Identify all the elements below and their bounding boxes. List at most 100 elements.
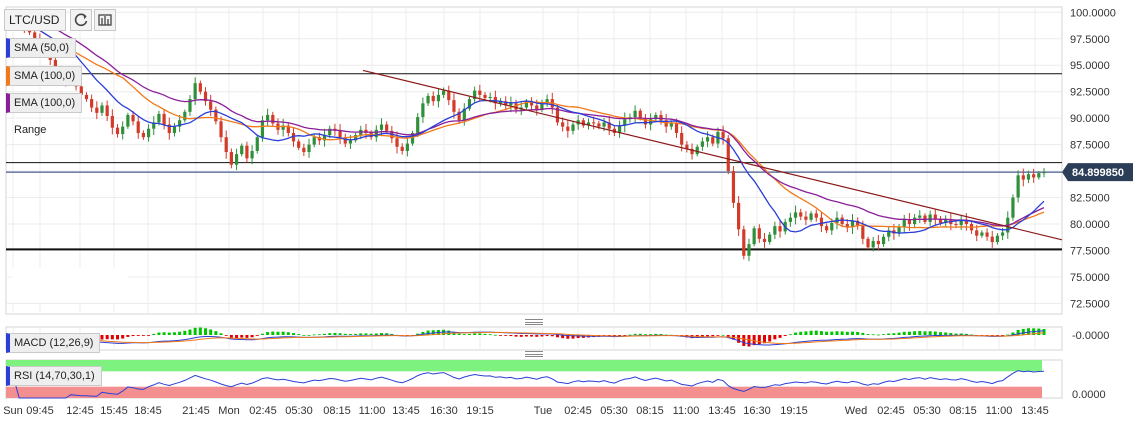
candle-body <box>871 240 875 248</box>
legend-ema100[interactable]: EMA (100,0) <box>6 93 83 113</box>
candle-body <box>685 144 689 149</box>
refresh-button[interactable] <box>70 9 92 31</box>
macd-histogram-bar <box>788 334 792 336</box>
candle-body <box>457 111 461 121</box>
candle-body <box>793 212 798 218</box>
macd-histogram-bar <box>970 334 974 336</box>
macd-histogram-bar <box>954 333 958 335</box>
macd-histogram-bar <box>136 335 140 336</box>
candle-body <box>654 114 658 120</box>
macd-histogram-bar <box>291 333 295 335</box>
macd-histogram-bar <box>219 333 223 335</box>
macd-histogram-bar <box>876 334 880 336</box>
macd-histogram-bar <box>861 332 865 335</box>
macd-histogram-bar <box>250 335 254 338</box>
candle-body <box>1032 174 1036 178</box>
candle-body <box>1026 174 1031 180</box>
macd-histogram-bar <box>794 332 798 335</box>
candle-body <box>581 120 585 126</box>
candle-body <box>240 145 244 155</box>
macd-histogram-bar <box>938 332 942 335</box>
macd-panel-resize-handle[interactable] <box>525 319 543 325</box>
candle-body <box>209 101 213 110</box>
macd-histogram-bar <box>369 333 373 335</box>
candle-body <box>747 244 751 256</box>
candle-body <box>592 122 596 124</box>
macd-signal-line <box>14 331 1045 345</box>
macd-histogram-bar <box>266 332 270 335</box>
macd-histogram-bar <box>716 335 720 336</box>
macd-histogram-bar <box>959 333 963 335</box>
candle-body <box>975 230 979 236</box>
macd-histogram-bar <box>623 335 627 336</box>
macd-histogram-bar <box>478 333 482 335</box>
macd-histogram-bar <box>633 333 637 335</box>
x-tick-label: 11:00 <box>359 405 386 417</box>
macd-histogram-bar <box>897 332 901 335</box>
candle-body <box>214 109 218 122</box>
legend-range-label[interactable]: Range <box>14 124 47 136</box>
macd-histogram-bar <box>571 335 575 339</box>
symbol-button[interactable]: LTC/USD <box>4 9 66 31</box>
candle-body <box>374 129 378 138</box>
candle-body <box>473 90 477 100</box>
candle-body <box>219 121 223 138</box>
candle-body <box>183 111 187 121</box>
macd-histogram-bar <box>307 334 311 336</box>
rsi-panel-resize-handle[interactable] <box>525 351 543 357</box>
macd-histogram-bar <box>147 335 151 336</box>
macd-histogram-bar <box>131 335 135 337</box>
x-tick-label: 05:30 <box>285 405 313 417</box>
candle-body <box>405 143 409 151</box>
candle-body <box>995 235 1000 243</box>
macd-histogram-bar <box>933 331 937 335</box>
candle-body <box>990 236 994 243</box>
macd-histogram-bar <box>116 335 120 340</box>
macd-histogram-bar <box>426 330 430 335</box>
macd-histogram-bar <box>167 332 171 335</box>
macd-histogram-bar <box>457 333 461 335</box>
rsi-label[interactable]: RSI (14,70,30,1) <box>6 366 102 386</box>
macd-histogram-bar <box>1021 328 1025 335</box>
legend-ema100-label: EMA (100,0) <box>14 97 76 109</box>
macd-histogram-bar <box>467 333 471 335</box>
macd-histogram-bar <box>198 327 202 335</box>
candle-body <box>524 101 529 108</box>
x-tick-label: 21:45 <box>182 405 210 417</box>
macd-histogram-bar <box>763 335 767 344</box>
macd-label[interactable]: MACD (12,26,9) <box>6 333 101 353</box>
x-tick-label: 11:00 <box>673 405 700 417</box>
candle-body <box>923 215 927 222</box>
macd-histogram-bar <box>845 331 849 335</box>
candle-body <box>669 123 673 127</box>
y-tick-label: 90.0000 <box>1070 113 1110 125</box>
macd-histogram-bar <box>172 332 176 335</box>
candle-body <box>498 101 503 104</box>
macd-histogram-bar <box>493 334 497 336</box>
macd-histogram-bar <box>550 335 554 337</box>
macd-histogram-bar <box>499 335 503 336</box>
legend-sma100[interactable]: SMA (100,0) <box>6 66 83 86</box>
macd-histogram-bar <box>374 333 378 335</box>
candle-body <box>773 226 777 235</box>
legend-sma50[interactable]: SMA (50,0) <box>6 38 77 58</box>
candle-body <box>566 126 570 131</box>
macd-histogram-bar <box>204 328 208 335</box>
macd-histogram-bar <box>271 331 275 335</box>
macd-histogram-bar <box>214 331 218 335</box>
candle-body <box>302 147 306 153</box>
macd-histogram-bar <box>1026 328 1030 335</box>
candle-body <box>757 228 761 239</box>
candle-body <box>467 99 472 109</box>
candle-body <box>907 219 912 225</box>
indicator-button[interactable] <box>94 9 116 31</box>
candle-body <box>643 118 648 125</box>
candle-body <box>638 110 642 119</box>
candle-body <box>348 140 353 144</box>
candle-body <box>876 240 880 245</box>
macd-histogram-bar <box>473 333 477 335</box>
candle-body <box>731 171 736 203</box>
candle-body <box>266 114 270 121</box>
macd-histogram-bar <box>188 329 192 335</box>
